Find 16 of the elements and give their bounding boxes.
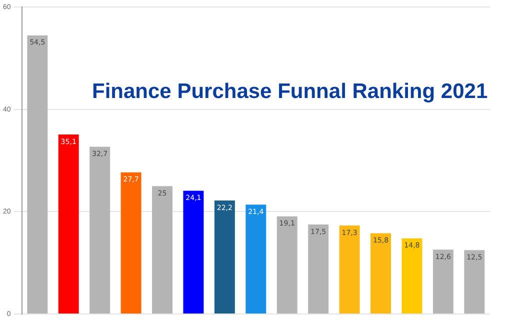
bar	[120, 172, 142, 314]
bar	[246, 204, 266, 314]
bar	[432, 250, 454, 314]
bar	[183, 190, 204, 314]
bar	[339, 226, 360, 314]
bar	[464, 250, 485, 314]
bar	[402, 238, 422, 314]
bar	[214, 200, 235, 314]
bar	[152, 186, 172, 314]
text: Finance Purchase Funnal Ranking 2021	[92, 80, 488, 104]
bar	[27, 35, 48, 314]
bar	[276, 216, 298, 314]
bar	[308, 224, 329, 314]
bar	[58, 134, 79, 314]
bar	[370, 233, 391, 314]
bar	[90, 146, 110, 314]
